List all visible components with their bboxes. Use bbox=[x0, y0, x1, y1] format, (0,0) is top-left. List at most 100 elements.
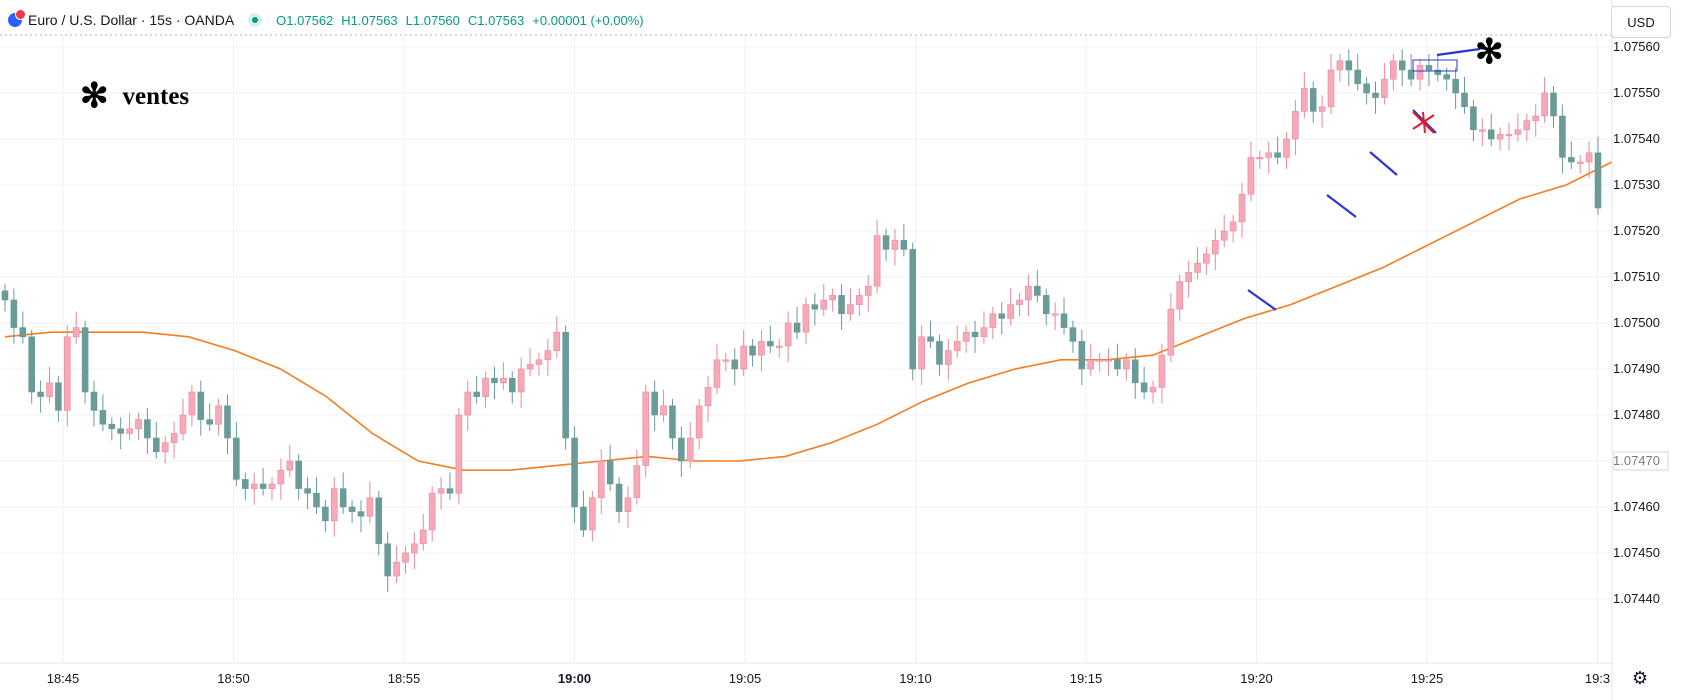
candle-body bbox=[473, 391, 480, 397]
candle-body bbox=[624, 497, 632, 512]
candle-body bbox=[1105, 359, 1112, 362]
candle-body bbox=[1212, 239, 1219, 255]
candle-body bbox=[215, 405, 222, 425]
candle-body bbox=[437, 488, 445, 494]
candle-body bbox=[152, 437, 160, 453]
candle-body bbox=[1114, 359, 1121, 370]
candle-body bbox=[1203, 253, 1210, 264]
candle-body bbox=[1078, 341, 1086, 370]
candle-body bbox=[1550, 92, 1557, 117]
candle-body bbox=[1398, 60, 1406, 71]
candle-body bbox=[63, 336, 71, 411]
candle-body bbox=[1042, 295, 1050, 315]
asterisk-marker[interactable]: ✻ bbox=[1475, 34, 1504, 71]
annotation-text: ventes bbox=[122, 83, 190, 110]
ohlc-values: O1.07562 H1.07563 L1.07560 C1.07563 +0.0… bbox=[276, 13, 643, 28]
candle-body bbox=[900, 239, 908, 250]
candle-body bbox=[989, 313, 997, 328]
candle-body bbox=[1131, 359, 1139, 384]
candle-body bbox=[1470, 106, 1477, 131]
candle-body bbox=[945, 350, 952, 365]
candle-body bbox=[170, 433, 178, 443]
candle-body bbox=[704, 387, 712, 407]
candle-body bbox=[1149, 387, 1157, 393]
time-tick-label: 18:55 bbox=[388, 671, 421, 686]
candle-body bbox=[1123, 359, 1130, 370]
candle-body bbox=[428, 492, 436, 531]
candle-body bbox=[206, 419, 213, 425]
candle-body bbox=[1532, 115, 1540, 121]
candle-body bbox=[1, 290, 9, 301]
candle-body bbox=[669, 405, 676, 439]
rectangle-drawing bbox=[1412, 59, 1458, 72]
candle-body bbox=[295, 460, 302, 489]
moving-average-series bbox=[4, 161, 1613, 472]
candle-body bbox=[250, 483, 258, 489]
symbol-title[interactable]: Euro / U.S. Dollar · 15s · OANDA bbox=[28, 12, 235, 28]
candle-body bbox=[508, 377, 516, 393]
candle-body bbox=[304, 488, 311, 494]
time-tick-label: 19:20 bbox=[1240, 671, 1273, 686]
candle-body bbox=[455, 414, 463, 494]
candle-body bbox=[829, 295, 836, 301]
globe-flag-icon bbox=[8, 9, 26, 27]
candle-body bbox=[286, 460, 294, 471]
price-tick-label: 1.07520 bbox=[1613, 223, 1660, 238]
candle-body bbox=[1034, 285, 1041, 296]
candle-body bbox=[1087, 359, 1095, 370]
candle-body bbox=[1541, 92, 1548, 117]
candle-body bbox=[1505, 134, 1513, 137]
candle-body bbox=[1559, 115, 1566, 158]
time-axis[interactable]: 18:45 18:50 18:55 19:00 19:05 19:10 19:15 19:20… bbox=[47, 671, 1610, 686]
candle-body bbox=[1238, 193, 1246, 223]
open-value: O1.07562 bbox=[276, 12, 334, 28]
candle-body bbox=[1568, 157, 1575, 163]
candles-series bbox=[1, 49, 1602, 593]
candle-body bbox=[660, 405, 667, 416]
candle-body bbox=[535, 359, 543, 365]
candle-body bbox=[686, 437, 694, 462]
candle-body bbox=[1523, 120, 1531, 131]
candle-body bbox=[873, 235, 881, 287]
time-tick-label: 19:3 bbox=[1585, 671, 1610, 686]
candle-body bbox=[793, 322, 801, 333]
candle-body bbox=[446, 488, 454, 494]
candle-body bbox=[811, 304, 819, 310]
candle-body bbox=[10, 299, 18, 328]
candle-body bbox=[482, 377, 489, 397]
time-tick-label: 19:05 bbox=[729, 671, 762, 686]
close-value: C1.07563 bbox=[467, 12, 525, 28]
candle-body bbox=[1158, 354, 1166, 388]
candle-body bbox=[571, 437, 578, 508]
price-tick-label: 1.07530 bbox=[1613, 177, 1660, 192]
candle-body bbox=[37, 391, 44, 397]
candle-body bbox=[348, 506, 356, 512]
price-tick-label: 1.07460 bbox=[1613, 499, 1660, 514]
settings-icon[interactable]: ⚙ bbox=[1631, 668, 1649, 688]
candle-body bbox=[393, 561, 400, 577]
candle-body bbox=[188, 391, 196, 416]
price-tick-label: 1.07440 bbox=[1613, 591, 1660, 606]
candle-body bbox=[197, 391, 205, 420]
candle-body bbox=[241, 479, 249, 489]
candle-body bbox=[1585, 152, 1593, 163]
candle-body bbox=[838, 295, 845, 315]
candle-body bbox=[1247, 157, 1255, 195]
annotation-label[interactable]: ✻ ventes bbox=[80, 80, 190, 114]
currency-button[interactable]: USD bbox=[1611, 6, 1671, 38]
candle-body bbox=[55, 382, 62, 411]
candle-body bbox=[99, 410, 107, 425]
candle-body bbox=[891, 239, 899, 250]
candle-body bbox=[713, 359, 721, 388]
candle-body bbox=[1318, 106, 1326, 112]
time-tick-label: 19:25 bbox=[1411, 671, 1444, 686]
candle-body bbox=[651, 391, 658, 416]
time-tick-label: 18:50 bbox=[217, 671, 250, 686]
cross-marker bbox=[1422, 111, 1426, 134]
candle-body bbox=[731, 359, 739, 370]
price-tick-label: 1.07560 bbox=[1613, 39, 1660, 54]
candle-body bbox=[1220, 230, 1228, 241]
price-axis[interactable]: 1.07560 1.07550 1.07540 1.07530 1.07520 1.075… bbox=[1613, 39, 1669, 606]
candle-body bbox=[464, 391, 472, 416]
